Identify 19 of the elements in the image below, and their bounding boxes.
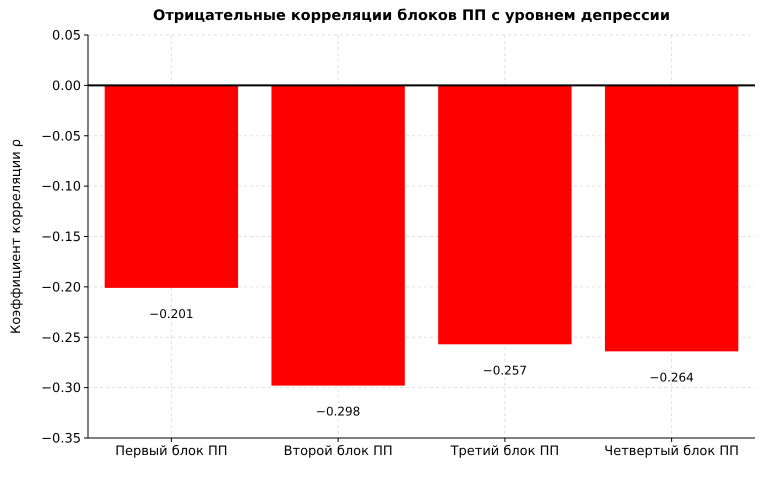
y-tick-label: −0.30 [41,381,81,396]
x-tick-label: Четвертый блок ПП [604,444,739,459]
data-label: −0.201 [149,306,194,321]
y-tick-label: −0.20 [41,280,81,296]
y-tick-label: 0.05 [52,28,81,44]
y-tick-label: −0.10 [41,180,81,195]
x-tick-label: Второй блок ПП [284,444,393,459]
y-axis-title: Коэффициент корреляции ρ [9,138,24,334]
y-tick-label: −0.05 [41,129,81,144]
y-tick-label: −0.25 [41,330,81,346]
data-label: −0.257 [482,363,528,378]
x-tick-label: Первый блок ПП [115,444,228,459]
y-tick-label: 0.00 [52,78,81,94]
data-label: −0.298 [316,404,360,419]
y-tick-label: −0.15 [41,230,81,246]
x-tick-label: Третий блок ПП [450,444,560,459]
y-tick-label: −0.35 [41,432,81,447]
chart-title: Отрицательные корреляции блоков ПП с уровнем депрессии [153,8,670,24]
data-label: −0.264 [649,370,694,384]
